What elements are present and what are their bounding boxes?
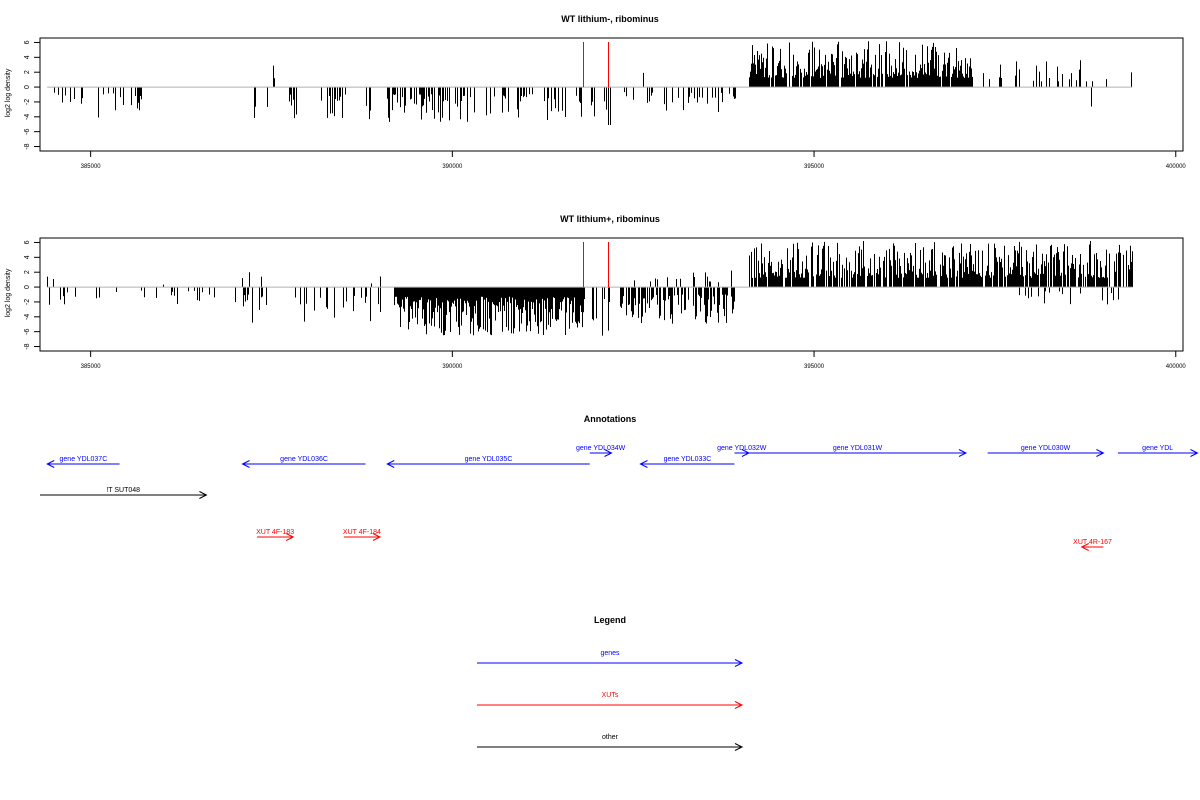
annotation-feature: gene YDL031W <box>748 445 968 457</box>
annotation-feature: XUT 4F-184 <box>343 529 382 541</box>
x-tick-label: 400000 <box>1166 364 1187 370</box>
density-plot-lithium-plus: WT lithium+, ribominus log2 log density … <box>5 214 1186 370</box>
annotation-feature: gene YDL036C <box>241 456 366 468</box>
x-tick-label: 385000 <box>81 164 102 170</box>
position-markers <box>583 242 609 288</box>
x-tick-label: 390000 <box>442 364 463 370</box>
annotation-feature: gene YDL034W <box>576 445 626 457</box>
legend-item: XUTs <box>477 692 744 709</box>
feature-label: gene YDL036C <box>280 456 328 463</box>
legend-label: genes <box>600 650 620 657</box>
y-tick-label: 0 <box>24 285 31 289</box>
legend-label: XUTs <box>602 692 619 699</box>
annotation-feature: gene YDL033C <box>639 456 735 468</box>
annotation-feature: !T SUT048 <box>40 487 208 499</box>
plot-frame <box>39 37 1184 152</box>
arrowhead <box>372 533 382 541</box>
y-tick-label: 2 <box>24 70 31 74</box>
legend-item: other <box>477 734 744 751</box>
arrowhead <box>386 460 395 468</box>
y-tick-label: 4 <box>24 255 31 259</box>
y-tick-label: -2 <box>24 299 31 305</box>
y-tick-label: -2 <box>24 99 31 105</box>
y-tick-label: 4 <box>24 55 31 59</box>
feature-label: gene YDL <box>1142 445 1173 452</box>
legend: Legend genes XUTs other <box>477 615 744 751</box>
feature-label: gene YDL031W <box>833 445 883 452</box>
feature-label: gene YDL035C <box>465 456 513 463</box>
feature-label: gene YDL033C <box>664 456 712 463</box>
annotations-panel: Annotations gene YDL037C gene YDL036C gene… <box>40 414 1199 551</box>
y-tick-label: -4 <box>24 114 31 120</box>
legend-item: genes <box>477 650 744 667</box>
feature-label: gene YDL030W <box>1021 445 1071 452</box>
feature-label: gene YDL037C <box>60 456 108 463</box>
y-axis-label: log2 log density <box>5 268 12 317</box>
y-tick-label: -8 <box>24 143 31 149</box>
y-tick-label: -6 <box>24 328 31 334</box>
annotation-feature: gene YDL030W <box>987 445 1105 457</box>
arrowhead <box>734 701 744 709</box>
annotation-feature: XUT 4F-183 <box>256 529 295 541</box>
annotations-title: Annotations <box>584 414 637 424</box>
annotation-feature: XUT 4R-167 <box>1073 539 1112 551</box>
arrowhead <box>958 449 968 457</box>
arrowhead <box>1190 449 1199 457</box>
feature-label: XUT 4F-184 <box>343 529 381 536</box>
feature-label: !T SUT048 <box>106 487 140 494</box>
y-tick-label: 6 <box>24 240 31 244</box>
y-tick-label: 2 <box>24 270 31 274</box>
y-tick-label: 0 <box>24 85 31 89</box>
arrowhead <box>199 491 208 499</box>
plot-title: WT lithium+, ribominus <box>560 214 660 224</box>
x-tick-label: 395000 <box>804 364 825 370</box>
annotation-feature: gene YDL035C <box>386 456 590 468</box>
arrowhead <box>734 659 744 667</box>
feature-label: XUT 4R-167 <box>1073 539 1112 546</box>
arrowhead <box>241 460 250 468</box>
y-axis-label: log2 log density <box>5 68 12 117</box>
arrowhead <box>1080 543 1089 551</box>
arrowhead <box>46 460 55 468</box>
arrowhead <box>285 533 295 541</box>
x-tick-label: 395000 <box>804 164 825 170</box>
feature-label: gene YDL032W <box>717 445 767 452</box>
annotation-feature: gene YDL037C <box>46 456 120 468</box>
legend-title: Legend <box>594 615 626 625</box>
y-tick-label: -4 <box>24 314 31 320</box>
axis-ticks: 6 4 2 0 -2 -4 -6 -8 385000 390000 395000 400000 <box>24 240 1186 370</box>
arrowhead <box>604 449 613 457</box>
annotation-feature: gene YDL032W <box>717 445 767 457</box>
feature-label: gene YDL034W <box>576 445 626 452</box>
plot-title: WT lithium-, ribominus <box>561 14 659 24</box>
density-plot-lithium-minus: WT lithium-, ribominus log2 log density … <box>5 14 1186 170</box>
legend-label: other <box>602 734 619 741</box>
feature-label: XUT 4F-183 <box>256 529 294 536</box>
annotation-feature: gene YDL <box>1117 445 1199 457</box>
arrowhead <box>734 743 744 751</box>
axis-ticks: 6 4 2 0 -2 -4 -6 -8 385000 390000 395000 400000 <box>24 40 1186 170</box>
x-tick-label: 385000 <box>81 364 102 370</box>
y-tick-label: -6 <box>24 128 31 134</box>
annotation-features: gene YDL037C gene YDL036C gene YDL035C gene… <box>40 445 1199 551</box>
arrowhead <box>639 460 648 468</box>
bars <box>47 241 1133 336</box>
plot-frame <box>39 237 1184 352</box>
y-tick-label: -8 <box>24 343 31 349</box>
x-tick-label: 400000 <box>1166 164 1187 170</box>
arrowhead <box>1096 449 1105 457</box>
legend-items: genes XUTs other <box>477 650 744 751</box>
x-tick-label: 390000 <box>442 164 463 170</box>
y-tick-label: 6 <box>24 40 31 44</box>
bars <box>54 41 1132 126</box>
position-markers <box>583 42 609 88</box>
